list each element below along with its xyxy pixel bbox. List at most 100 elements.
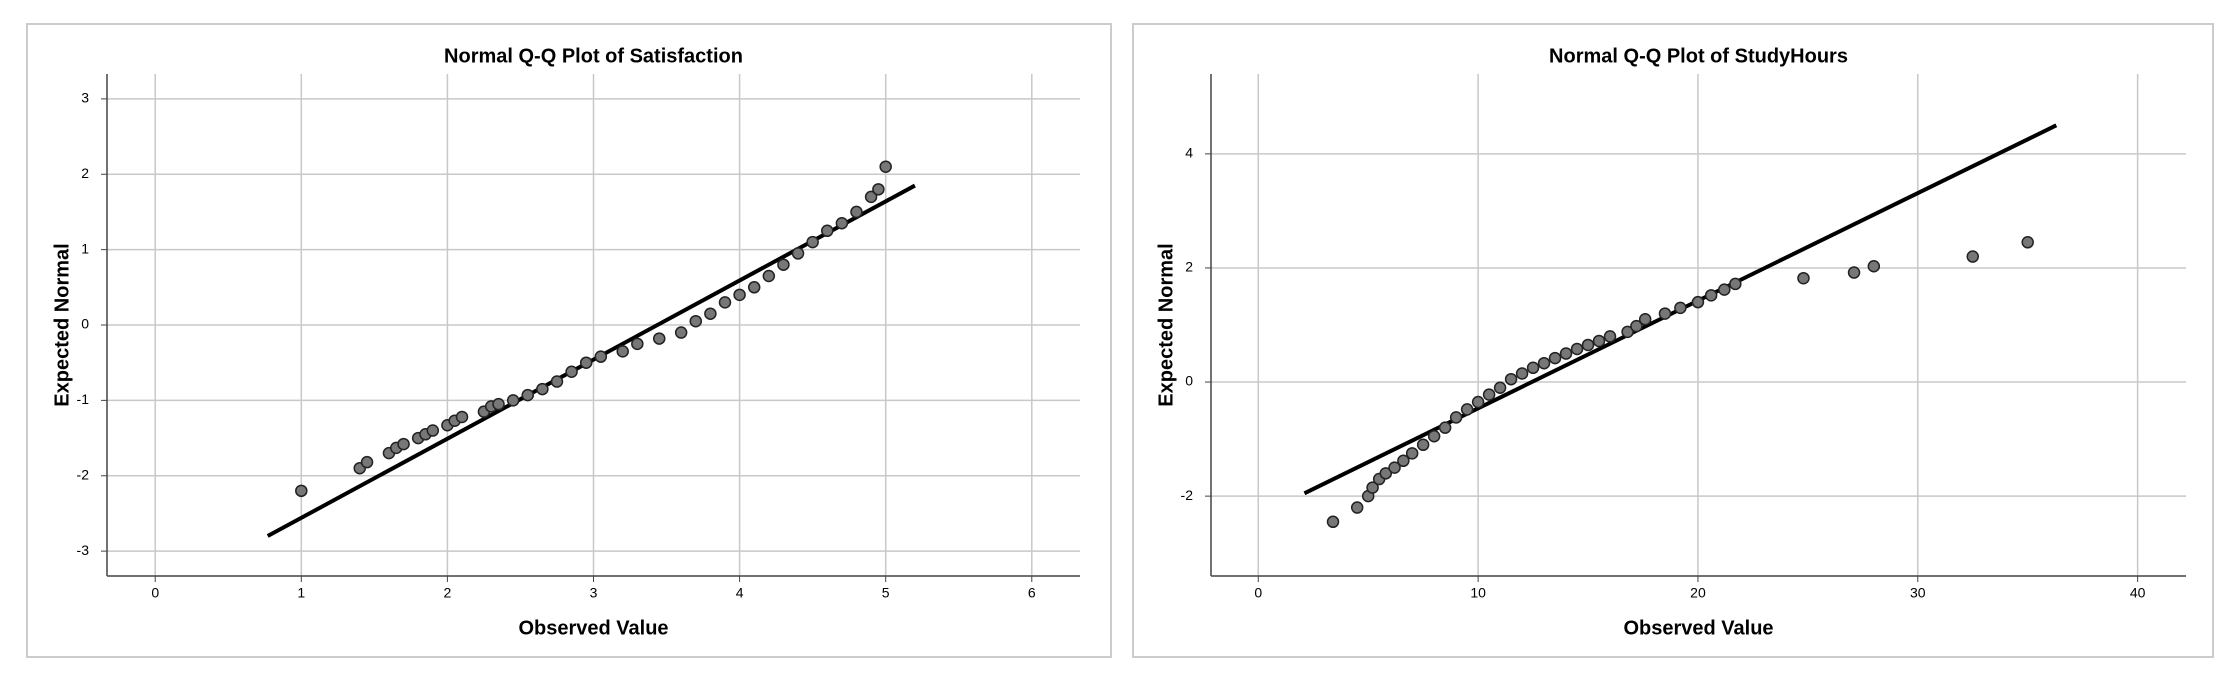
- y-axis-label: Expected Normal: [1155, 243, 1177, 406]
- y-tick-label: -3: [77, 542, 90, 558]
- y-tick-label: 0: [81, 316, 89, 332]
- point: [1729, 277, 1742, 291]
- point: [864, 190, 878, 204]
- y-tick-label: -2: [1181, 487, 1194, 503]
- point: [652, 332, 666, 345]
- point: [1797, 271, 1810, 285]
- point: [1493, 381, 1507, 394]
- x-tick-label: 1: [297, 585, 305, 601]
- panel: [26, 23, 1112, 658]
- point: [616, 345, 629, 358]
- point: [1548, 351, 1562, 365]
- point: [506, 394, 520, 407]
- point: [674, 326, 688, 339]
- point: [1966, 250, 1980, 263]
- point: [579, 356, 593, 369]
- panel: [1132, 23, 2214, 658]
- point: [1570, 342, 1584, 356]
- point: [631, 337, 644, 351]
- point: [1449, 411, 1463, 424]
- y-tick-label: 2: [1185, 259, 1193, 275]
- point: [1704, 289, 1718, 302]
- point: [821, 224, 834, 238]
- point: [1537, 356, 1551, 370]
- x-tick-label: 10: [1470, 585, 1486, 601]
- y-axis-label: Expected Normal: [51, 243, 73, 406]
- point: [1366, 481, 1379, 494]
- point: [1867, 259, 1881, 273]
- point: [565, 365, 578, 378]
- point: [1326, 515, 1340, 529]
- point: [762, 269, 776, 283]
- point: [594, 350, 608, 363]
- point: [791, 247, 805, 260]
- x-tick-label: 40: [2130, 585, 2146, 601]
- y-tick-label: 1: [81, 240, 89, 256]
- point: [1581, 338, 1595, 352]
- point: [1847, 266, 1861, 279]
- chart-title: Normal Q-Q Plot of Satisfaction: [444, 45, 743, 67]
- point: [872, 183, 885, 196]
- point: [1658, 307, 1672, 320]
- x-tick-label: 5: [882, 585, 890, 601]
- point: [733, 288, 746, 302]
- x-tick-label: 20: [1690, 585, 1706, 601]
- point: [850, 205, 863, 219]
- point: [1427, 429, 1441, 443]
- point: [1416, 438, 1430, 452]
- point: [1515, 367, 1529, 380]
- point: [492, 397, 505, 411]
- point: [1471, 395, 1485, 409]
- point: [1397, 454, 1410, 468]
- point: [1405, 447, 1419, 460]
- point: [1674, 301, 1687, 315]
- x-tick-label: 2: [444, 585, 452, 601]
- point: [521, 388, 535, 402]
- point: [295, 484, 308, 498]
- point: [1592, 334, 1606, 348]
- point: [835, 216, 849, 230]
- y-tick-label: 4: [1185, 145, 1193, 161]
- point: [536, 382, 549, 396]
- point: [426, 424, 440, 437]
- x-tick-label: 3: [590, 585, 598, 601]
- point: [1691, 295, 1705, 309]
- point: [1350, 501, 1364, 514]
- point: [2021, 236, 2034, 249]
- point: [455, 410, 469, 424]
- y-tick-label: 3: [81, 90, 89, 106]
- x-tick-label: 6: [1028, 585, 1036, 601]
- chart-title: Normal Q-Q Plot of StudyHours: [1549, 45, 1848, 67]
- point: [879, 160, 892, 173]
- point: [1718, 283, 1731, 296]
- point: [1482, 388, 1496, 401]
- point: [1388, 461, 1401, 474]
- y-tick-label: -1: [77, 391, 90, 407]
- point: [1630, 319, 1643, 333]
- point: [1621, 325, 1634, 339]
- point: [360, 455, 374, 469]
- point: [397, 437, 410, 451]
- point: [550, 375, 564, 388]
- point: [704, 307, 717, 320]
- point: [1460, 403, 1474, 416]
- point: [1379, 467, 1393, 480]
- point: [689, 314, 703, 328]
- point: [1504, 372, 1518, 386]
- point: [1526, 361, 1540, 375]
- point: [1559, 347, 1573, 360]
- y-tick-label: 2: [81, 165, 89, 181]
- y-tick-label: 0: [1185, 373, 1193, 389]
- point: [718, 296, 732, 309]
- point: [1603, 330, 1617, 343]
- x-tick-label: 0: [1254, 585, 1262, 601]
- x-axis-label: Observed Value: [518, 617, 668, 639]
- point: [777, 258, 790, 271]
- point: [806, 235, 819, 249]
- x-tick-label: 0: [151, 585, 159, 601]
- x-tick-label: 4: [736, 585, 744, 601]
- point: [747, 281, 761, 294]
- y-tick-label: -2: [77, 466, 90, 482]
- x-axis-label: Observed Value: [1623, 617, 1773, 639]
- x-tick-label: 30: [1910, 585, 1926, 601]
